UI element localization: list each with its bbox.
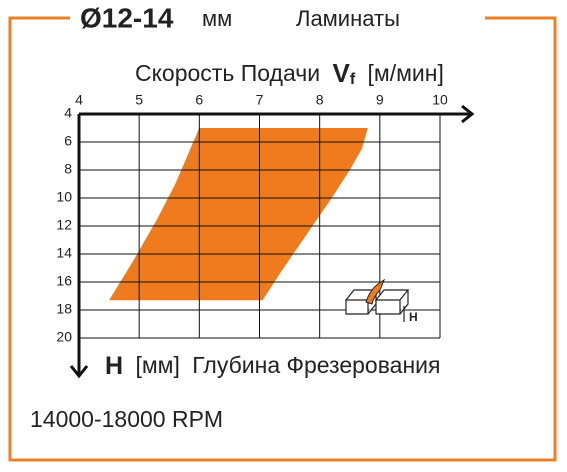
x-axis-subscript: f: [350, 71, 356, 88]
y-axis-unit: [мм]: [135, 352, 179, 378]
icon-label: H: [409, 310, 418, 324]
x-tick-label: 9: [376, 92, 384, 108]
y-axis-title: H [мм] Глубина Фрезерования: [105, 352, 440, 380]
title-material: Ламинаты: [296, 6, 400, 31]
x-axis-title: Скорость Подачи Vf [м/мин]: [135, 58, 444, 91]
y-tick-label: 18: [56, 301, 72, 317]
x-tick-label: 7: [256, 92, 264, 108]
y-tick-label: 4: [64, 105, 72, 121]
depth-icon: H: [344, 278, 418, 324]
frame: [8, 16, 557, 462]
y-tick-label: 16: [56, 273, 72, 289]
title-diameter: Ø12-14: [80, 2, 174, 33]
x-tick-label: 5: [135, 92, 143, 108]
x-tick-label: 4: [75, 92, 83, 108]
footer: 14000-18000 RPM: [30, 406, 223, 432]
x-axis-text: Скорость Подачи: [135, 60, 320, 86]
x-axis-symbol: V: [332, 58, 350, 88]
x-tick-label: 8: [316, 92, 324, 108]
x-axis-unit: [м/мин]: [368, 60, 444, 86]
y-axis-text: Глубина Фрезерования: [192, 352, 440, 378]
x-tick-label: 6: [195, 92, 203, 108]
operating-area: [109, 128, 368, 301]
y-axis-arrow: [69, 365, 89, 379]
x-tick-label: 10: [432, 92, 448, 108]
title-unit: мм: [202, 6, 232, 31]
y-axis-symbol: H: [105, 352, 123, 380]
x-axis-arrow: [461, 104, 475, 124]
y-tick-label: 20: [56, 329, 72, 345]
y-tick-label: 10: [56, 189, 72, 205]
y-tick-label: 12: [56, 217, 72, 233]
y-tick-label: 8: [64, 161, 72, 177]
y-tick-label: 14: [56, 245, 72, 261]
y-tick-label: 6: [64, 133, 72, 149]
